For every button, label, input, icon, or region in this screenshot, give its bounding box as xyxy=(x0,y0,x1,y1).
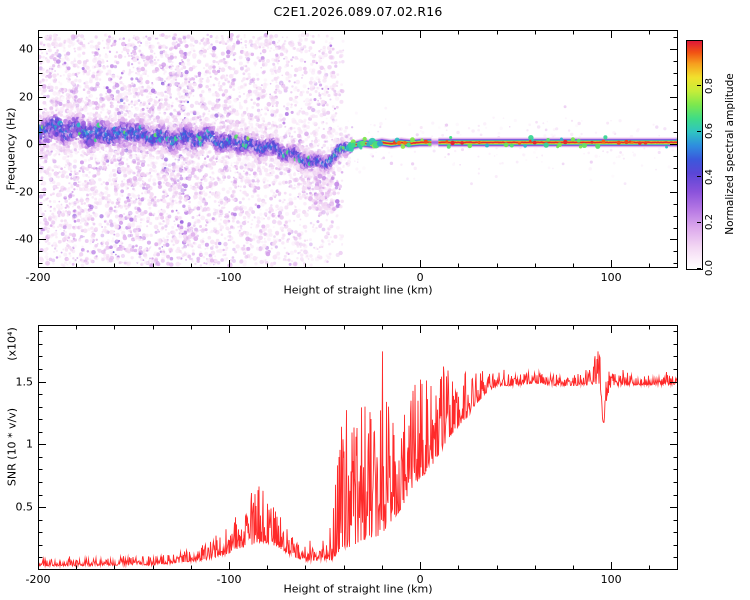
snr-y-tick-label: 1 xyxy=(26,437,33,451)
spec-y-tick-label: -20 xyxy=(15,185,33,199)
colorbar-tick xyxy=(697,85,701,87)
colorbar-tick-label: 0.6 xyxy=(704,123,715,140)
snr-xlabel: Height of straight line (km) xyxy=(283,582,433,596)
colorbar-tick-label: 0.0 xyxy=(704,260,715,276)
spec-y-tick-label: 40 xyxy=(19,42,33,56)
colorbar-gradient xyxy=(687,41,702,269)
spec-x-tick-label: 100 xyxy=(600,271,622,284)
spectrogram-ylabel: Frequency (Hz) xyxy=(4,107,18,191)
snr-y-tick-label: 1.5 xyxy=(15,375,34,389)
spec-x-tick-label: 0 xyxy=(416,271,424,284)
snr-canvas xyxy=(38,325,678,570)
spec-x-tick-label: -200 xyxy=(25,271,51,284)
colorbar xyxy=(686,40,703,270)
snr-scale-label: (x10⁴) xyxy=(5,327,19,361)
spectrogram-canvas xyxy=(38,30,678,268)
figure-title: C2E1.2026.089.07.02.R16 xyxy=(273,4,443,19)
spectrogram-panel xyxy=(38,30,678,268)
colorbar-tick-label: 0.4 xyxy=(704,168,715,185)
snr-x-tick-label: 0 xyxy=(416,573,424,586)
colorbar-tick-label: 0.2 xyxy=(704,214,715,231)
snr-x-tick-label: -200 xyxy=(25,573,51,586)
snr-ylabel: SNR (10 * v/v) xyxy=(5,407,19,487)
spec-y-tick-label: 20 xyxy=(19,90,33,104)
colorbar-tick xyxy=(697,221,701,223)
spec-y-tick-label: -40 xyxy=(15,232,33,246)
colorbar-tick-label: 0.8 xyxy=(704,77,715,94)
spectrogram-xlabel: Height of straight line (km) xyxy=(283,283,433,297)
snr-y-tick-label: 0.5 xyxy=(15,500,34,514)
snr-x-tick-label: -100 xyxy=(216,573,242,586)
spec-x-tick-label: -100 xyxy=(216,271,242,284)
colorbar-tick xyxy=(697,267,701,269)
snr-panel xyxy=(38,325,678,570)
spec-y-tick-label: 0 xyxy=(26,137,33,151)
colorbar-label: Normalized spectral amplitude xyxy=(723,73,736,235)
colorbar-tick xyxy=(697,176,701,178)
snr-x-tick-label: 100 xyxy=(600,573,622,586)
colorbar-tick xyxy=(697,130,701,132)
